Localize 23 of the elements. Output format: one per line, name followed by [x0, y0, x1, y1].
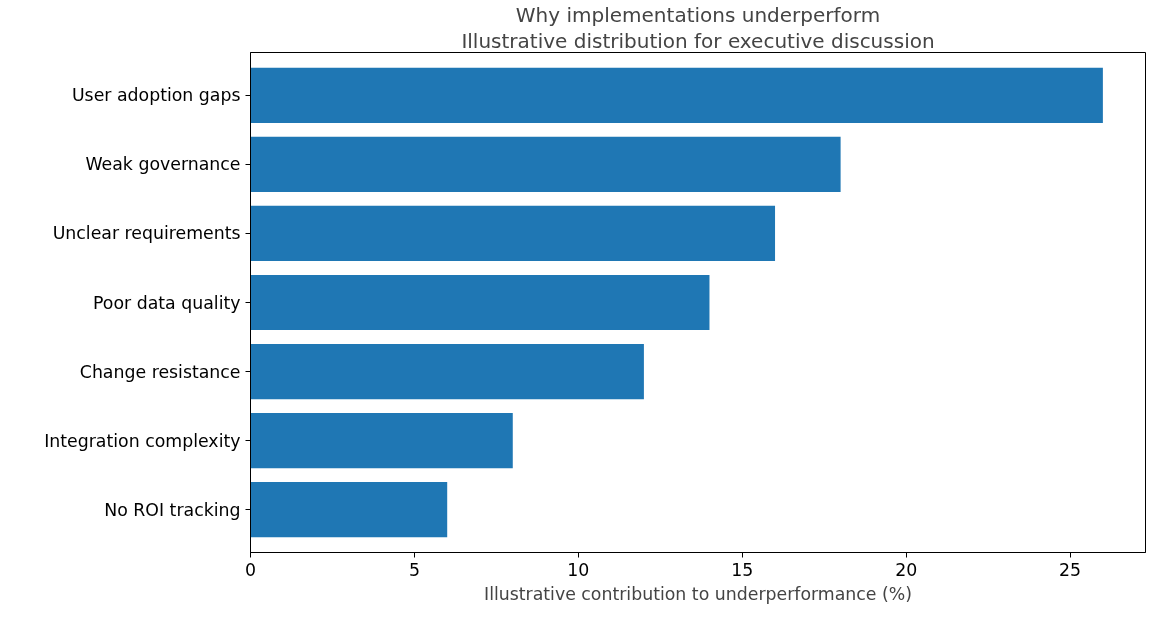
bar: [250, 413, 513, 469]
x-tick-label: 5: [408, 559, 420, 580]
y-tick-label: Unclear requirements: [52, 223, 241, 244]
bar: [250, 205, 776, 262]
y-tick-label: Integration complexity: [44, 430, 241, 451]
y-tick-label: User adoption gaps: [71, 85, 241, 106]
y-tick-label: Poor data quality: [93, 292, 241, 313]
x-tick-label: 15: [731, 559, 754, 580]
y-tick-label: Change resistance: [79, 361, 241, 382]
bar: [250, 343, 644, 400]
x-tick-label: 20: [895, 559, 918, 580]
chart-title: Why implementations underperform: [515, 2, 881, 27]
y-tick-label: Weak governance: [85, 154, 241, 175]
x-axis-title: Illustrative contribution to underperformance (%): [484, 583, 912, 604]
bar: [250, 136, 841, 192]
x-tick-label: 10: [567, 559, 590, 580]
y-tick-label: No ROI tracking: [104, 499, 241, 520]
bar: [250, 67, 1103, 123]
bar: [250, 482, 448, 538]
x-tick-label: 25: [1059, 559, 1082, 580]
x-tick-label: 0: [244, 559, 257, 580]
chart-subtitle: Illustrative distribution for executive discussion: [461, 28, 935, 53]
bar: [250, 274, 710, 331]
